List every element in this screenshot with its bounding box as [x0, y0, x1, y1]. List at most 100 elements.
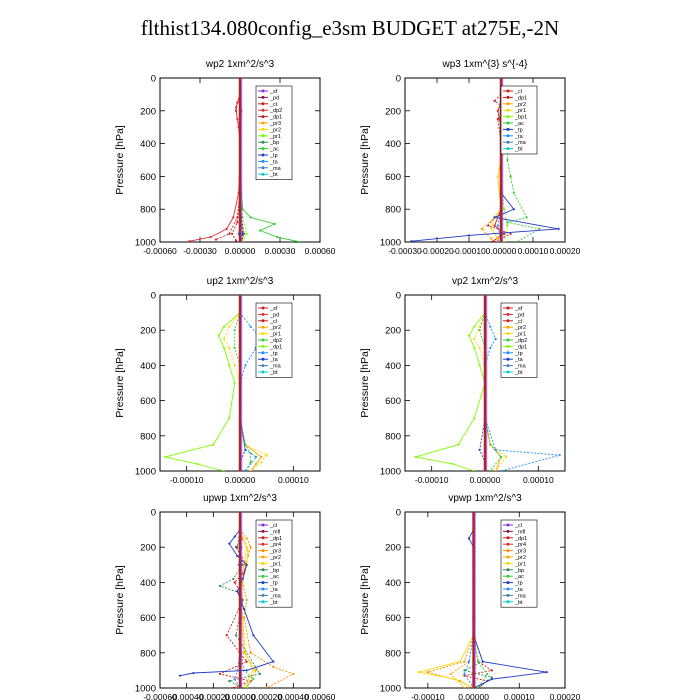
x-tick-label: 0.00010	[518, 246, 549, 256]
series-point	[273, 222, 276, 226]
legend-marker	[261, 370, 265, 374]
legend-marker	[506, 561, 510, 565]
chart-title: wp2 1xm^2/s^3	[205, 59, 275, 70]
y-tick-label: 1000	[135, 467, 156, 478]
legend-marker	[506, 549, 510, 553]
legend-entry: _ac	[269, 147, 279, 153]
legend-marker	[261, 166, 265, 170]
series-point	[478, 448, 481, 451]
series-point	[236, 669, 239, 672]
legend-marker	[506, 115, 510, 119]
x-tick-label: 0.00010	[523, 475, 554, 485]
series-point	[245, 537, 248, 540]
legend-entry: _sf	[269, 306, 278, 312]
y-tick-label: 0	[396, 291, 401, 302]
y-tick-label: 0	[151, 291, 156, 302]
legend-marker	[261, 127, 265, 131]
series-point	[478, 364, 481, 367]
series-point	[496, 117, 499, 121]
legend-marker	[506, 89, 510, 93]
legend-marker	[261, 319, 265, 323]
legend-marker	[261, 147, 265, 151]
series-point	[234, 239, 238, 242]
chart-panel-3: vp2 1xm^2/s^3 0 200 400 600 800 1000 -0.00010 0.…	[359, 276, 566, 485]
legend-entry: _pr3	[269, 549, 281, 555]
series-point	[245, 598, 248, 602]
legend-entry: _ma	[269, 166, 282, 172]
chart-title: wp3 1xm^{3} s^{-4}	[442, 59, 529, 70]
y-tick-label: 800	[385, 205, 401, 216]
series-point	[258, 672, 262, 676]
y-tick-label: 600	[385, 396, 401, 407]
y-tick-label: 200	[385, 543, 401, 554]
x-tick-label: 0.00000	[470, 475, 501, 485]
series-group	[417, 512, 548, 688]
y-tick-label: 800	[385, 648, 401, 659]
series-point	[225, 634, 228, 637]
legend-box	[255, 85, 293, 180]
legend-marker	[261, 332, 265, 336]
legend-marker	[506, 319, 510, 323]
legend-marker	[261, 593, 265, 597]
legend-marker	[506, 332, 510, 336]
series-point	[236, 546, 239, 549]
legend-entry: _pr1	[269, 332, 281, 338]
series-point	[489, 325, 492, 328]
legend-entry: _bt	[269, 600, 278, 606]
y-tick-label: 200	[385, 106, 401, 117]
legend-entry: _ma	[514, 364, 527, 370]
series-point	[489, 443, 492, 446]
series-point	[232, 216, 235, 219]
legend-entry: _pr4	[514, 542, 526, 548]
x-tick-label: 0.00040	[278, 692, 309, 700]
legend-entry: _pr3	[514, 549, 526, 555]
series-point	[489, 469, 492, 471]
series-point	[410, 240, 413, 242]
series-point	[265, 454, 268, 457]
legend-entry: _tp	[514, 581, 523, 587]
series-point	[244, 448, 247, 451]
legend-entry: _pr4	[269, 542, 281, 548]
legend-entry: _tp	[514, 127, 523, 133]
x-tick-label: -0.00010	[415, 475, 449, 485]
legend-marker	[506, 555, 510, 559]
legend-marker	[506, 529, 510, 533]
series-point	[249, 469, 252, 471]
series-point	[246, 549, 250, 552]
series-point	[467, 660, 471, 663]
legend-entry: _ma	[514, 593, 527, 599]
legend-entry: _pr2	[269, 555, 281, 561]
y-tick-label: 600	[140, 172, 156, 183]
series-line-bp	[463, 529, 493, 688]
chart-title: vp2 1xm^2/s^3	[452, 276, 519, 287]
series-point	[467, 234, 471, 237]
series-point	[490, 237, 493, 240]
plot-frame	[404, 511, 566, 689]
series-point	[506, 221, 509, 224]
series-point	[457, 443, 460, 446]
series-point	[512, 191, 515, 194]
legend-entry: _ta	[514, 134, 524, 140]
y-tick-label: 600	[140, 396, 156, 407]
legend-marker	[506, 581, 510, 585]
legend-marker	[506, 370, 510, 374]
series-point	[209, 235, 212, 239]
legend-entry: _pr1	[514, 561, 526, 567]
x-tick-label: 0.00060	[305, 692, 336, 700]
legend-entry: _ac	[514, 574, 524, 580]
legend-entry: _pr2	[514, 102, 526, 108]
y-tick-label: 400	[140, 578, 156, 589]
chart-title: vpwp 1xm^2/s^3	[448, 493, 522, 504]
series-point	[244, 364, 247, 367]
series-point	[499, 469, 503, 471]
series-point	[236, 554, 239, 558]
legend-entry: _cl	[269, 523, 277, 529]
legend-entry: _dp1	[514, 344, 527, 350]
legend-entry: _dp1	[269, 536, 282, 542]
legend-entry: _dp1	[514, 536, 527, 542]
legend-entry: _bt	[269, 370, 278, 376]
legend-entry: _dp2	[269, 338, 282, 344]
series-line-pr1	[473, 312, 507, 471]
series-point	[222, 346, 226, 349]
series-point	[233, 678, 236, 681]
